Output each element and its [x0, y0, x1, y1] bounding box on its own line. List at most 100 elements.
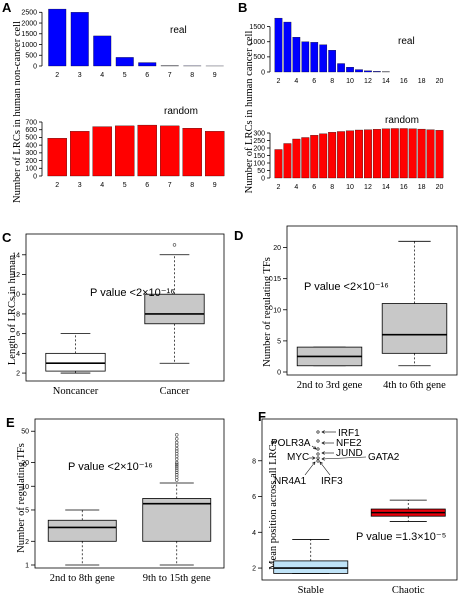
panel-f-gene-arrow	[319, 461, 331, 476]
panel-b-random-ytick-label: 100	[253, 160, 265, 167]
panel-c-ytick-label: 8	[16, 311, 20, 318]
panel-d-box	[381, 303, 448, 354]
panel-b-real-xtick-label: 4	[294, 78, 298, 85]
panel-f-gene-arrowhead	[321, 451, 325, 455]
panel-f-ytick-label: 6	[252, 494, 256, 501]
panel-d-frame	[286, 225, 458, 376]
panel-b-random-bar	[381, 128, 390, 179]
panel-a-random-ytick-label: 0	[33, 173, 37, 180]
panel-b-random-bar	[426, 129, 435, 179]
panel-letter-c: C	[2, 230, 12, 245]
panel-a-random-xtick-label: 4	[100, 182, 104, 189]
panel-a-real-bar	[48, 8, 67, 67]
panel-letter-f: F	[258, 409, 266, 424]
panel-b-random-xtick-label: 4	[294, 184, 298, 191]
panel-c-ytick-label: 2	[16, 371, 20, 378]
panel-a-random-xtick-label: 6	[145, 182, 149, 189]
panel-b-random-xtick-label: 6	[312, 184, 316, 191]
panel-f-gene-label: POLR3A	[271, 438, 311, 449]
panel-b-random-bar	[390, 128, 399, 179]
panel-b-random-bar	[283, 143, 292, 179]
panel-b-real-xtick-label: 12	[364, 78, 372, 85]
panel-f-gene-arrowhead	[321, 457, 325, 461]
panel-b-real-xtick-label: 6	[312, 78, 316, 85]
panel-f-gene-arrowhead	[312, 446, 317, 450]
panel-f-gene-label: MYC	[287, 452, 309, 463]
panel-e-ytick-label: 20	[21, 460, 29, 467]
panel-a-random-bar	[47, 138, 67, 177]
panel-c-ytick-label: 10	[12, 292, 20, 299]
panel-d-ylabel: Number of regulating TFs	[262, 257, 273, 367]
panel-b-random-bar	[337, 131, 346, 179]
panel-f-ytick-label: 8	[252, 458, 256, 465]
panel-e-ytick-label: 50	[21, 429, 29, 436]
panel-f-gene-arrowhead	[312, 456, 316, 460]
panel-f: 2 4 6 8 Stable Chaotic P value =1.3×10⁻⁵ IRF1NF…	[252, 418, 458, 596]
panel-e-outlier-point	[175, 466, 179, 470]
panel-b-random-bar	[372, 129, 381, 179]
panel-f-gene-label: NR4A1	[274, 476, 307, 487]
panel-a-real-ytick-label: 1000	[21, 42, 37, 49]
panel-b-random-bar	[399, 128, 408, 179]
panel-e-outlier-point	[175, 433, 179, 437]
panel-e-outlier-point	[175, 454, 179, 459]
panel-f-gene-point	[316, 430, 320, 434]
panel-f-gene-arrowhead	[321, 441, 325, 445]
panel-f-category-label: Stable	[298, 585, 325, 596]
panel-b-random-xtick-label: 18	[418, 184, 426, 191]
panel-e-outlier-point	[175, 464, 179, 468]
panel-b-random-bar	[328, 132, 337, 179]
panel-c-pvalue-annotation: P value <2×10⁻¹⁶	[90, 287, 175, 299]
panel-a-random-series-label: random	[164, 106, 198, 117]
panel-b-real-xtick-label: 8	[330, 78, 334, 85]
panel-f-gene-label: IRF1	[338, 428, 360, 439]
panel-b-random-xtick-label: 12	[364, 184, 372, 191]
panel-b-real-ytick-label: 0	[261, 69, 265, 76]
panel-b-random-bar	[408, 128, 417, 179]
panel-b-real-xtick-label: 20	[436, 78, 444, 85]
panel-e-outlier-point	[175, 443, 179, 448]
panel-c-frame	[25, 233, 225, 382]
panel-a-random-bar	[205, 131, 225, 177]
panel-e-ytick-label: 10	[21, 484, 29, 491]
panel-b-random-bar	[346, 130, 355, 179]
panel-b-real-xtick-label: 14	[382, 78, 390, 85]
panel-b-real-bar	[355, 69, 363, 73]
panel-letter-a: A	[2, 0, 12, 15]
panel-a-random-ytick-label: 500	[25, 135, 37, 142]
panel-b-real-ytick-label: 500	[253, 54, 265, 61]
panel-f-gene-arrow	[321, 456, 367, 460]
panel-b-ylabel: Number of LRCs in human cancer cell	[244, 31, 255, 194]
panel-a-real-xtick-label: 6	[145, 72, 149, 79]
panel-f-gene-arrowhead	[321, 430, 325, 434]
panel-f-gene-label: GATA2	[368, 452, 400, 463]
panel-d-category-label: 4th to 6th gene	[383, 380, 446, 391]
panel-e-outlier-point	[175, 447, 179, 451]
panel-a-real-xtick-label: 9	[213, 72, 217, 79]
panel-a-random-bar	[70, 131, 90, 177]
panel-b-real-xtick-label: 10	[346, 78, 354, 85]
panel-a-real-xtick-label: 3	[78, 72, 82, 79]
panel-b-random-bar	[319, 133, 328, 179]
panel-b-random-ytick-label: 200	[253, 145, 265, 152]
panel-f-gene-point	[316, 439, 320, 443]
panel-a-real-xtick-label: 7	[168, 72, 172, 79]
panel-f-gene-point	[316, 452, 320, 456]
panel-c-category-label: Noncancer	[53, 386, 99, 397]
panel-f-gene-point	[316, 456, 320, 460]
panel-c-category-label: Cancer	[160, 386, 190, 397]
panel-b-real-bar	[328, 50, 336, 73]
panel-a-real-xtick-label: 2	[55, 72, 59, 79]
panel-a-real-series-label: real	[170, 25, 187, 36]
panel-a-real-bar	[115, 57, 134, 67]
panel-b-random-ytick-label: 300	[253, 130, 265, 137]
panel-a-real-xtick-label: 4	[100, 72, 104, 79]
panel-b-real-xtick-label: 18	[418, 78, 426, 85]
panel-f-ylabel: Mean position across all LRCs	[268, 440, 279, 570]
panel-a-random-xtick-label: 3	[78, 182, 82, 189]
panel-c-outlier-point	[172, 243, 177, 247]
panel-d-pvalue-annotation: P value <2×10⁻¹⁶	[304, 281, 389, 293]
panel-e-outlier-point	[175, 470, 179, 475]
panel-b-real-bar	[274, 17, 283, 73]
